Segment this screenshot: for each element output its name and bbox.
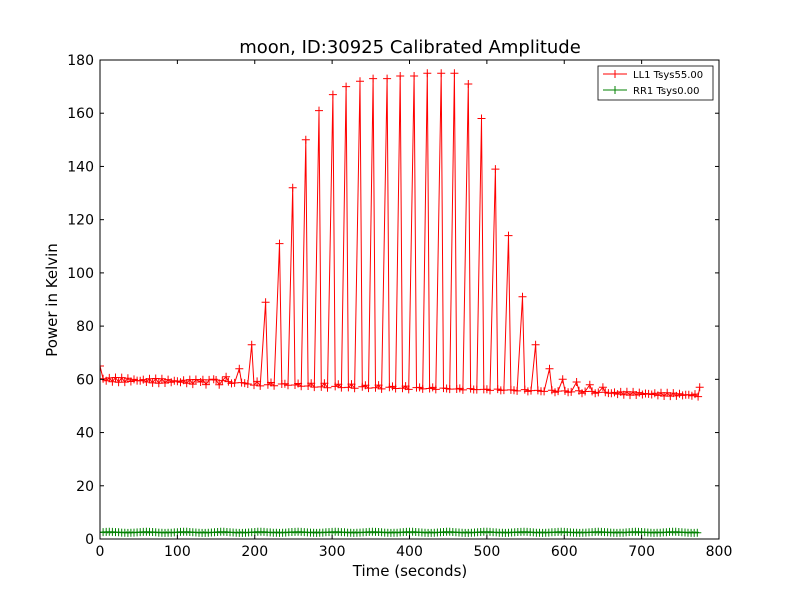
- y-tick-label: 160: [67, 106, 94, 122]
- legend-marker-ll1: [611, 70, 619, 78]
- x-tick-label: 500: [474, 544, 501, 560]
- axis-ticks: 0 100 200 300 400 500 600 700 800 0 20 40 60 80 100 120…: [67, 53, 732, 560]
- x-tick-label: 700: [628, 544, 655, 560]
- y-tick-label: 20: [76, 479, 94, 495]
- legend-marker-rr1: [611, 86, 619, 94]
- x-tick-label: 200: [241, 544, 268, 560]
- y-tick-label: 60: [76, 372, 94, 388]
- y-tick-label: 100: [67, 266, 94, 282]
- y-tick-label: 120: [67, 213, 94, 229]
- x-tick-label: 800: [706, 544, 733, 560]
- y-tick-label: 40: [76, 426, 94, 442]
- legend: LL1 Tsys55.00 RR1 Tsys0.00: [597, 65, 714, 101]
- x-tick-label: 0: [96, 544, 105, 560]
- y-tick-label: 80: [76, 319, 94, 335]
- series-clip-group: [100, 69, 704, 537]
- y-tick-label: 140: [67, 159, 94, 175]
- series-layer: [100, 69, 704, 537]
- x-tick-label: 300: [319, 544, 346, 560]
- legend-label-rr1: RR1 Tsys0.00: [633, 86, 700, 97]
- x-axis-label: Time (seconds): [352, 562, 468, 580]
- x-tick-label: 400: [396, 544, 423, 560]
- series-markers-ll1: [100, 69, 704, 401]
- legend-box: [597, 65, 714, 101]
- series-markers-rr1: [100, 527, 702, 537]
- legend-label-ll1: LL1 Tsys55.00: [633, 70, 703, 81]
- y-tick-label: 0: [85, 532, 94, 548]
- x-tick-label: 100: [164, 544, 191, 560]
- chart-title: moon, ID:30925 Calibrated Amplitude: [239, 37, 581, 58]
- x-tick-label: 600: [551, 544, 578, 560]
- y-tick-label: 180: [67, 53, 94, 69]
- y-axis-label: Power in Kelvin: [43, 243, 61, 357]
